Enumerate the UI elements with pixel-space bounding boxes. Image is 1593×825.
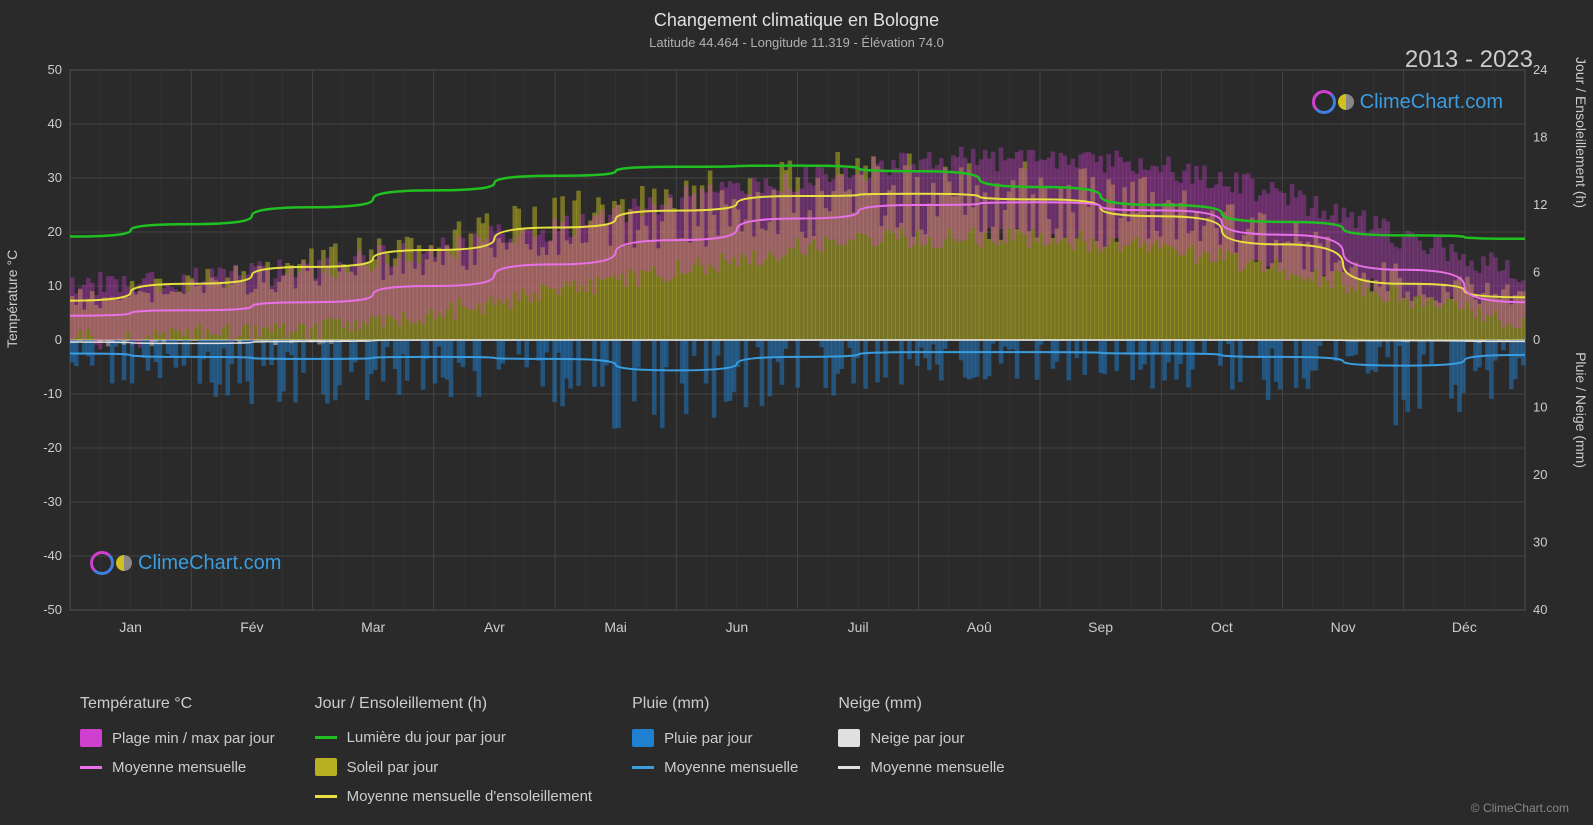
watermark-text: ClimeChart.com: [138, 552, 281, 575]
logo-sun-icon: [1338, 94, 1354, 110]
legend-item: Soleil par jour: [315, 758, 593, 776]
svg-text:-20: -20: [43, 440, 62, 455]
legend-label: Plage min / max par jour: [112, 730, 275, 747]
legend-label: Moyenne mensuelle: [664, 759, 798, 776]
climate-chart: Changement climatique en Bologne Latitud…: [0, 0, 1593, 825]
legend-line-icon: [838, 766, 860, 769]
svg-text:-40: -40: [43, 548, 62, 563]
svg-text:-10: -10: [43, 386, 62, 401]
legend-item: Moyenne mensuelle: [838, 759, 1004, 776]
svg-text:50: 50: [48, 62, 62, 77]
watermark-top-right: ClimeChart.com: [1312, 90, 1503, 114]
svg-text:Oct: Oct: [1211, 619, 1233, 635]
svg-text:Jun: Jun: [726, 619, 749, 635]
svg-text:10: 10: [48, 278, 62, 293]
svg-text:0: 0: [1533, 332, 1540, 347]
legend-label: Pluie par jour: [664, 730, 752, 747]
svg-text:24: 24: [1533, 62, 1547, 77]
legend-header: Température °C: [80, 695, 275, 713]
legend-line-icon: [632, 766, 654, 769]
legend-item: Plage min / max par jour: [80, 729, 275, 747]
svg-text:Jan: Jan: [119, 619, 142, 635]
legend-swatch-icon: [80, 729, 102, 747]
legend-swatch-icon: [315, 758, 337, 776]
svg-text:Juil: Juil: [848, 619, 869, 635]
svg-text:12: 12: [1533, 197, 1547, 212]
legend-column: Neige (mm) Neige par jour Moyenne mensuell…: [838, 695, 1004, 805]
svg-text:6: 6: [1533, 265, 1540, 280]
legend-line-icon: [315, 736, 337, 739]
legend-item: Pluie par jour: [632, 729, 798, 747]
svg-text:20: 20: [1533, 467, 1547, 482]
legend-header: Neige (mm): [838, 695, 1004, 713]
legend-label: Moyenne mensuelle: [870, 759, 1004, 776]
svg-text:10: 10: [1533, 400, 1547, 415]
legend-header: Jour / Ensoleillement (h): [315, 695, 593, 713]
legend-swatch-icon: [838, 729, 860, 747]
logo-sun-icon: [116, 555, 132, 571]
svg-text:0: 0: [55, 332, 62, 347]
svg-text:Sep: Sep: [1088, 619, 1113, 635]
legend-line-icon: [80, 766, 102, 769]
watermark-text: ClimeChart.com: [1360, 91, 1503, 114]
svg-text:-50: -50: [43, 602, 62, 617]
legend-header: Pluie (mm): [632, 695, 798, 713]
svg-text:40: 40: [48, 116, 62, 131]
logo-circle-icon: [1312, 90, 1336, 114]
legend-column: Température °C Plage min / max par jour Mo…: [80, 695, 275, 805]
svg-text:Nov: Nov: [1331, 619, 1356, 635]
legend-column: Pluie (mm) Pluie par jour Moyenne mensuell…: [632, 695, 798, 805]
svg-text:Fév: Fév: [240, 619, 263, 635]
svg-text:-30: -30: [43, 494, 62, 509]
legend-label: Lumière du jour par jour: [347, 729, 506, 746]
copyright-text: © ClimeChart.com: [1471, 801, 1569, 815]
legend-item: Moyenne mensuelle: [80, 759, 275, 776]
svg-text:Mai: Mai: [604, 619, 627, 635]
legend-label: Neige par jour: [870, 730, 964, 747]
svg-text:18: 18: [1533, 130, 1547, 145]
legend-line-icon: [315, 795, 337, 798]
legend-item: Lumière du jour par jour: [315, 729, 593, 746]
legend-swatch-icon: [632, 729, 654, 747]
svg-text:Aoû: Aoû: [967, 619, 992, 635]
legend-label: Moyenne mensuelle d'ensoleillement: [347, 788, 593, 805]
svg-text:40: 40: [1533, 602, 1547, 617]
legend-item: Moyenne mensuelle d'ensoleillement: [315, 788, 593, 805]
svg-text:Déc: Déc: [1452, 619, 1477, 635]
logo-circle-icon: [90, 551, 114, 575]
svg-text:30: 30: [1533, 535, 1547, 550]
legend-label: Soleil par jour: [347, 759, 439, 776]
svg-text:Avr: Avr: [484, 619, 505, 635]
legend-item: Neige par jour: [838, 729, 1004, 747]
legend-column: Jour / Ensoleillement (h) Lumière du jour…: [315, 695, 593, 805]
svg-text:Mar: Mar: [361, 619, 385, 635]
svg-text:30: 30: [48, 170, 62, 185]
legend-item: Moyenne mensuelle: [632, 759, 798, 776]
legend: Température °C Plage min / max par jour Mo…: [80, 695, 1540, 805]
watermark-bottom-left: ClimeChart.com: [90, 551, 281, 575]
legend-label: Moyenne mensuelle: [112, 759, 246, 776]
svg-text:20: 20: [48, 224, 62, 239]
